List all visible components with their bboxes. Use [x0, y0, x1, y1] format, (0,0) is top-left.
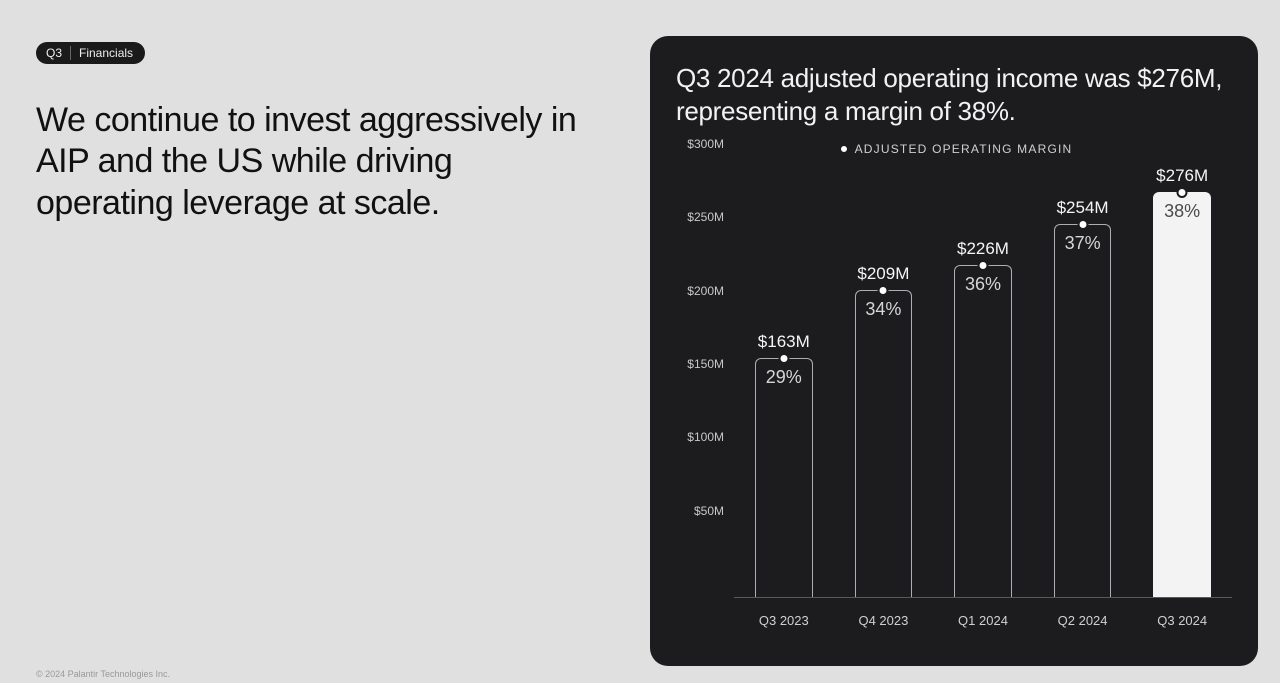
- x-tick-label: Q3 2023: [734, 603, 834, 633]
- legend-label: ADJUSTED OPERATING MARGIN: [855, 142, 1073, 156]
- plot-area: $163M 29% $209M 34% $226M 36% $254M 37% $276M 38%: [734, 158, 1232, 598]
- bar-slot: $209M 34%: [834, 158, 934, 597]
- chart-plot: $50M$100M$150M$200M$250M$300M $163M29%$2…: [676, 158, 1236, 633]
- slide-root: Q3 Financials We continue to invest aggr…: [0, 0, 1280, 683]
- bar: 36%: [954, 265, 1012, 596]
- bar-value-label: $226M: [957, 239, 1009, 259]
- x-tick-label: Q1 2024: [933, 603, 1033, 633]
- bar-value-label: $276M: [1156, 166, 1208, 186]
- bar-slot: $226M 36%: [933, 158, 1033, 597]
- copyright-text: © 2024 Palantir Technologies Inc.: [36, 669, 170, 679]
- bar-marker-icon: [977, 260, 988, 271]
- bar-slot: $276M 38%: [1132, 158, 1232, 597]
- chart-legend: ADJUSTED OPERATING MARGIN: [676, 141, 1236, 156]
- chart-panel: Q3 2024 adjusted operating income was $2…: [650, 36, 1258, 666]
- y-tick-label: $150M: [687, 357, 724, 371]
- bar-marker-icon: [1177, 187, 1188, 198]
- bar-margin-label: 37%: [1055, 233, 1111, 254]
- badge-left: Q3: [46, 46, 62, 60]
- y-tick-label: $250M: [687, 210, 724, 224]
- bar-margin-label: 38%: [1154, 201, 1210, 222]
- bar-margin-label: 36%: [955, 274, 1011, 295]
- bar-margin-label: 34%: [856, 299, 912, 320]
- x-tick-label: Q2 2024: [1033, 603, 1133, 633]
- legend-marker-icon: [840, 145, 848, 153]
- chart-title: Q3 2024 adjusted operating income was $2…: [676, 62, 1236, 127]
- bar: 37%: [1054, 224, 1112, 597]
- bar-value-label: $254M: [1057, 198, 1109, 218]
- y-tick-label: $200M: [687, 284, 724, 298]
- x-tick-label: Q4 2023: [834, 603, 934, 633]
- bar-slot: $163M 29%: [734, 158, 834, 597]
- badge-right: Financials: [79, 46, 133, 60]
- y-tick-label: $50M: [694, 504, 724, 518]
- headline-text: We continue to invest aggressively in AI…: [36, 100, 596, 224]
- badge-separator: [70, 46, 71, 60]
- bars-container: $163M 29% $209M 34% $226M 36% $254M 37% $276M 38%: [734, 158, 1232, 597]
- bar-marker-icon: [878, 285, 889, 296]
- y-tick-label: $300M: [687, 137, 724, 151]
- x-axis: Q3 2023Q4 2023Q1 2024Q2 2024Q3 2024: [734, 603, 1232, 633]
- x-tick-label: Q3 2024: [1132, 603, 1232, 633]
- bar-value-label: $209M: [857, 264, 909, 284]
- bar-slot: $254M 37%: [1033, 158, 1133, 597]
- y-axis: $50M$100M$150M$200M$250M$300M: [676, 158, 730, 598]
- bar-margin-label: 29%: [756, 367, 812, 388]
- bar: 34%: [855, 290, 913, 597]
- y-tick-label: $100M: [687, 430, 724, 444]
- bar-marker-icon: [778, 353, 789, 364]
- bar: 38%: [1153, 192, 1211, 597]
- bar: 29%: [755, 358, 813, 597]
- bar-value-label: $163M: [758, 332, 810, 352]
- section-badge: Q3 Financials: [36, 42, 145, 64]
- bar-marker-icon: [1077, 219, 1088, 230]
